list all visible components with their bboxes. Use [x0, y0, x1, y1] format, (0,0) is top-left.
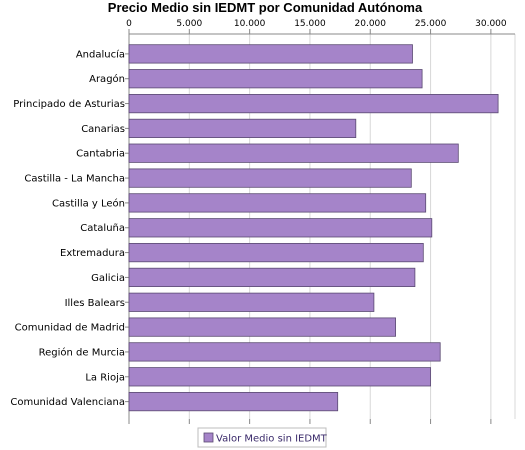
category-label: Cantabria	[76, 149, 125, 160]
category-label: Galicia	[91, 273, 125, 284]
legend: Valor Medio sin IEDMT	[197, 427, 328, 448]
category-label: La Rioja	[85, 372, 125, 383]
category-labels: Andalucía Aragón Principado de Asturias Can…	[10, 48, 125, 408]
category-label: Aragón	[89, 73, 125, 85]
x-tick-label: 25.000	[415, 19, 447, 29]
bar	[128, 367, 432, 387]
bar	[128, 69, 423, 89]
legend-swatch	[203, 432, 214, 443]
x-tick-label: 15.000	[294, 19, 326, 29]
x-tick-label: 10.000	[234, 19, 266, 29]
bar	[128, 391, 339, 412]
bar	[128, 342, 441, 362]
bar	[128, 143, 459, 163]
bar	[128, 44, 413, 64]
bar	[128, 317, 397, 337]
bar	[128, 118, 357, 138]
category-label: Andalucía	[76, 48, 125, 60]
category-label: Región de Murcia	[39, 346, 125, 358]
category-label: Extremadura	[60, 248, 125, 259]
category-label: Castilla y León	[52, 197, 125, 209]
category-label: Illes Balears	[65, 298, 125, 309]
legend-box	[197, 427, 327, 448]
bar	[128, 218, 433, 238]
bar	[128, 242, 424, 263]
category-label: Comunidad de Madrid	[15, 323, 125, 334]
bar	[128, 168, 412, 188]
bar	[128, 193, 427, 213]
bar	[128, 94, 499, 114]
category-label: Comunidad Valenciana	[10, 397, 125, 408]
category-label: Cataluña	[80, 223, 125, 234]
legend-label: Valor Medio sin IEDMT	[216, 434, 328, 445]
category-label: Canarias	[81, 124, 125, 135]
category-label: Principado de Asturias	[13, 99, 125, 110]
bar	[128, 267, 416, 288]
bar	[128, 292, 375, 312]
x-tick-label: 0	[126, 19, 132, 29]
x-tick-label: 20.000	[355, 19, 387, 29]
x-tick-label: 5.000	[176, 19, 202, 29]
category-label: Castilla - La Mancha	[24, 174, 125, 185]
x-tick-label: 30.000	[475, 19, 507, 29]
chart-title: Precio Medio sin IEDMT por Comunidad Aut…	[108, 0, 423, 15]
bars	[128, 44, 499, 412]
